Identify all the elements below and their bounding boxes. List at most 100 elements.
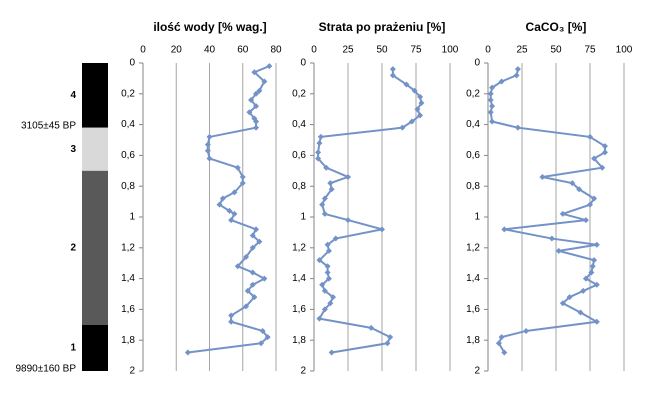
x-tick-label: 100 bbox=[616, 45, 633, 56]
data-point bbox=[228, 312, 235, 319]
data-point bbox=[513, 72, 520, 79]
x-tick-label: 40 bbox=[204, 45, 216, 56]
data-point bbox=[264, 334, 271, 341]
y-tick-label: 0,4 bbox=[121, 119, 135, 130]
data-point bbox=[332, 235, 339, 242]
data-point bbox=[256, 238, 263, 245]
data-point bbox=[548, 235, 555, 242]
x-tick-label: 80 bbox=[270, 45, 282, 56]
data-point bbox=[566, 294, 573, 301]
data-point bbox=[487, 90, 494, 97]
data-point bbox=[489, 84, 496, 91]
data-point bbox=[569, 180, 576, 187]
data-point bbox=[239, 180, 246, 187]
data-point bbox=[248, 96, 255, 103]
data-point bbox=[345, 217, 351, 224]
data-point bbox=[593, 318, 600, 325]
data-point bbox=[325, 247, 332, 254]
y-tick-label: 1,8 bbox=[121, 335, 135, 346]
layer bbox=[82, 127, 108, 171]
data-point bbox=[184, 349, 191, 356]
y-tick-label: 1 bbox=[300, 212, 306, 223]
data-point bbox=[399, 124, 406, 131]
data-point bbox=[414, 106, 421, 113]
x-tick-label: 50 bbox=[550, 45, 562, 56]
data-point bbox=[243, 254, 250, 261]
data-point bbox=[319, 281, 326, 288]
data-point bbox=[323, 164, 330, 171]
data-point bbox=[411, 87, 418, 94]
data-point bbox=[345, 173, 351, 180]
data-point bbox=[523, 327, 530, 334]
data-point bbox=[253, 90, 260, 97]
data-point bbox=[498, 334, 505, 341]
data-point bbox=[253, 124, 260, 131]
data-point bbox=[321, 287, 328, 294]
y-tick-label: 1,8 bbox=[292, 335, 306, 346]
data-point bbox=[601, 149, 608, 156]
data-point bbox=[253, 226, 260, 233]
x-tick-label: 100 bbox=[442, 45, 459, 56]
data-point bbox=[249, 281, 256, 288]
data-point bbox=[316, 140, 323, 147]
x-tick-label: 50 bbox=[376, 45, 388, 56]
date-label: 9890±160 BP bbox=[15, 364, 76, 375]
data-point bbox=[204, 141, 211, 148]
data-point bbox=[253, 103, 260, 110]
y-tick-label: 1 bbox=[129, 212, 135, 223]
y-tick-label: 0,6 bbox=[292, 150, 306, 161]
data-point bbox=[591, 195, 598, 202]
data-point bbox=[389, 72, 396, 79]
data-point bbox=[251, 294, 258, 301]
data-point bbox=[417, 112, 424, 119]
data-point bbox=[501, 349, 508, 356]
data-point bbox=[514, 124, 521, 131]
data-point bbox=[204, 147, 211, 154]
data-point bbox=[234, 164, 241, 171]
x-tick-label: 0 bbox=[311, 45, 317, 56]
x-tick-label: 0 bbox=[140, 45, 146, 56]
y-tick-label: 2 bbox=[129, 366, 135, 377]
data-point bbox=[315, 149, 322, 156]
data-point bbox=[261, 78, 268, 85]
data-point bbox=[249, 269, 256, 276]
data-point bbox=[417, 93, 424, 100]
layer-label: 2 bbox=[70, 242, 76, 253]
data-point bbox=[246, 109, 253, 116]
y-tick-label: 0,2 bbox=[466, 88, 480, 99]
data-point bbox=[408, 118, 415, 125]
layer-label: 1 bbox=[70, 343, 76, 354]
y-tick-label: 0,2 bbox=[292, 88, 306, 99]
data-point bbox=[234, 263, 241, 270]
x-tick-label: 75 bbox=[584, 45, 596, 56]
x-tick-label: 25 bbox=[516, 45, 528, 56]
y-tick-label: 1,2 bbox=[466, 242, 480, 253]
layer-label: 4 bbox=[70, 90, 76, 101]
data-point bbox=[555, 247, 562, 254]
data-point bbox=[316, 257, 323, 264]
data-point bbox=[379, 226, 385, 233]
data-point bbox=[324, 269, 331, 276]
data-point bbox=[321, 195, 328, 202]
y-tick-label: 1,6 bbox=[121, 304, 135, 315]
data-point bbox=[206, 133, 213, 140]
panel-title: CaCO₃ [%] bbox=[526, 20, 587, 34]
data-point bbox=[321, 210, 328, 217]
data-point bbox=[259, 327, 266, 334]
data-point bbox=[258, 340, 265, 347]
data-line bbox=[317, 69, 423, 354]
data-point bbox=[588, 269, 595, 276]
data-line bbox=[489, 68, 606, 354]
y-tick-label: 2 bbox=[474, 366, 480, 377]
data-point bbox=[316, 315, 323, 322]
data-point bbox=[239, 173, 246, 180]
date-label: 3105±45 BP bbox=[21, 120, 76, 131]
data-point bbox=[249, 244, 256, 251]
y-tick-label: 0 bbox=[129, 58, 135, 69]
y-tick-label: 0,6 bbox=[121, 150, 135, 161]
y-tick-label: 1,4 bbox=[121, 273, 135, 284]
data-point bbox=[228, 217, 235, 224]
y-tick-label: 1,6 bbox=[292, 304, 306, 315]
data-point bbox=[327, 180, 334, 187]
